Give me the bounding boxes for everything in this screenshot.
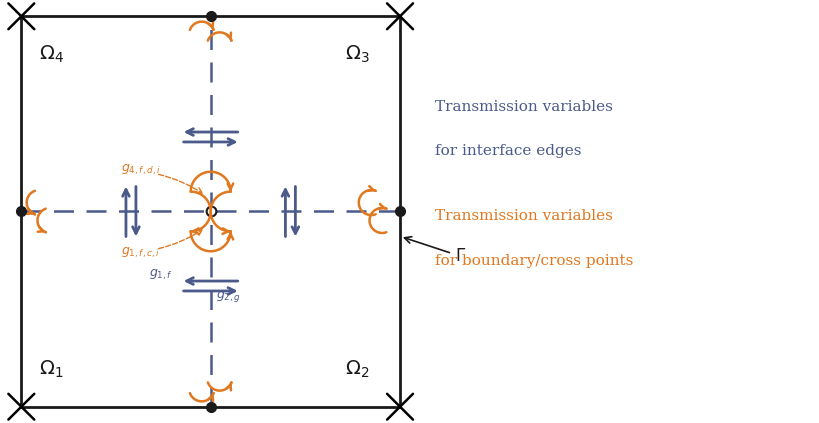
Text: $g_{4,f,d,i}$: $g_{4,f,d,i}$ <box>121 163 161 177</box>
Text: $\Omega_1$: $\Omega_1$ <box>39 358 64 379</box>
Text: $\Gamma$: $\Gamma$ <box>405 237 466 265</box>
Text: $\Omega_3$: $\Omega_3$ <box>346 44 370 65</box>
Text: for boundary/cross points: for boundary/cross points <box>435 254 633 268</box>
Text: $g_{1,f,c,i}$: $g_{1,f,c,i}$ <box>121 246 161 260</box>
Text: $\Omega_4$: $\Omega_4$ <box>39 44 64 65</box>
Bar <box>21 16 400 407</box>
Text: Transmission variables: Transmission variables <box>435 209 613 223</box>
Text: for interface edges: for interface edges <box>435 144 581 158</box>
Text: $g_{1,f}$: $g_{1,f}$ <box>148 268 173 282</box>
Text: $g_{2,g}$: $g_{2,g}$ <box>215 289 241 304</box>
Text: Transmission variables: Transmission variables <box>435 100 613 114</box>
Text: $\Omega_2$: $\Omega_2$ <box>346 358 369 379</box>
